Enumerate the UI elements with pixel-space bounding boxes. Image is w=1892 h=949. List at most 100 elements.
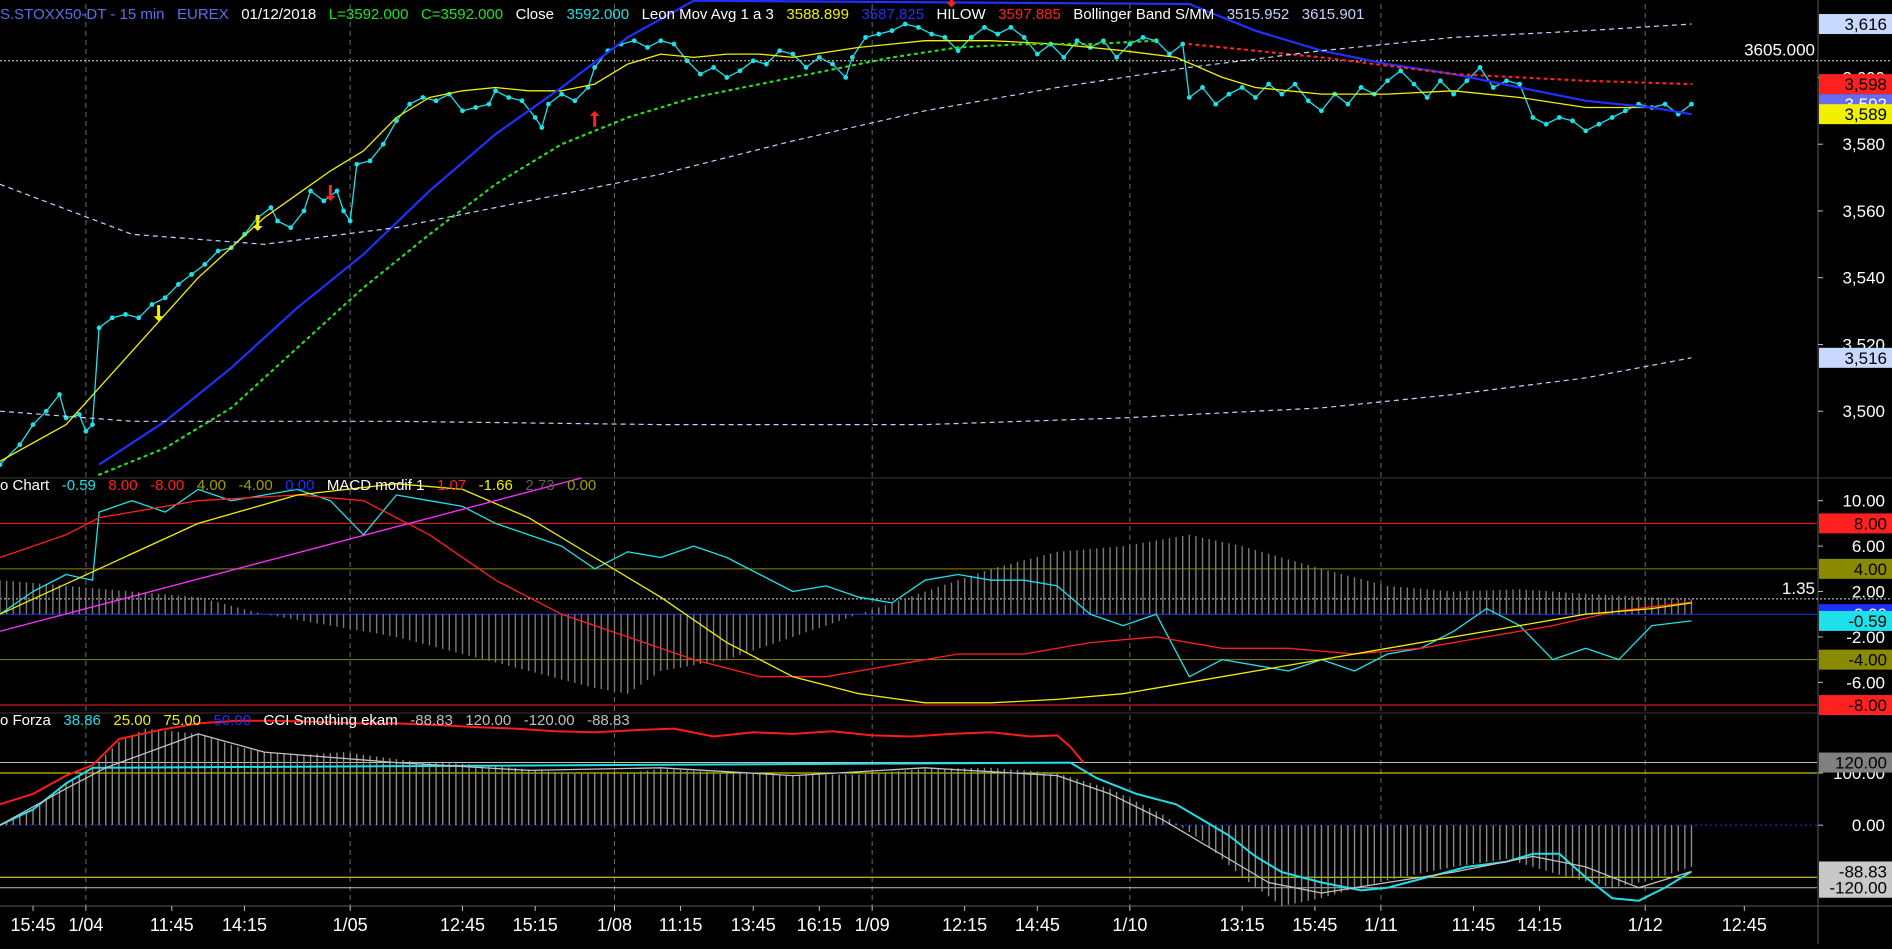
data-point [1008,24,1014,30]
data-point [902,21,908,27]
value-tag-bg [1819,610,1892,631]
legend-item: 75.00 [163,712,213,729]
data-point [334,188,340,194]
series-line [0,483,1692,704]
value-tag-label: 3,598 [1844,75,1887,94]
data-point [1451,91,1456,97]
data-point [519,98,525,104]
data-point [572,98,578,104]
data-point [1411,81,1417,87]
x-tick-label: 1/10 [1112,915,1147,935]
x-tick-label: 1/11 [1364,915,1398,935]
legend-item: 3588.899 [786,6,861,23]
data-point [136,315,142,321]
legend-item: Leon Mov Avg 1 a 3 [642,6,787,23]
series-trend_magenta [0,477,582,632]
value-axis-bg [1818,0,1892,944]
value-tag: 3,589 [1819,104,1892,125]
data-point [863,34,868,40]
legend-item: Close [516,6,567,23]
y-tick-label: 6.00 [1852,537,1885,556]
data-point [123,312,128,317]
data-point [1319,108,1324,114]
time-axis: 15:45 1/04 11:45 14:15 1/05 12:45 15:15 1/08 11:… [11,906,1767,935]
data-point [1530,115,1536,120]
data-point [1437,78,1443,84]
value-tag: 3,516 [1819,347,1892,368]
signal-arrow-up [589,110,600,127]
data-point [189,271,195,277]
legend-item: -4.00 [239,477,286,494]
x-tick-label: 11:15 [659,915,703,935]
data-point [1490,85,1496,90]
value-tag-label: 120.00 [1835,754,1887,773]
data-point [777,48,783,54]
series-bb_upper [0,23,1692,245]
data-point [1424,95,1430,100]
data-point [268,205,274,211]
legend-item: 01/12/2018 [241,6,329,23]
x-tick-label: 14:15 [222,915,267,935]
legend-item: 0.00 [285,477,327,494]
legend-item: 2.73 [525,477,567,494]
value-tag: -88.83 [1819,861,1892,882]
data-point [1609,115,1615,120]
value-tag-bg [1819,861,1892,882]
legend-item: 8.00 [108,477,150,494]
series-line [0,23,1692,466]
data-point [1556,115,1562,120]
x-tick-label: 1/08 [597,915,632,935]
legend-item: 3592.000 [566,6,641,23]
data-point [1061,55,1067,60]
data-point [1034,51,1040,57]
data-point [30,422,36,427]
legend-item: 38.86 [63,712,113,729]
data-point [843,75,849,80]
data-point [539,125,545,130]
x-tick-label: 12:15 [942,915,987,935]
value-tag-bg [1819,649,1892,670]
data-point [1570,118,1575,124]
x-tick-label: 1/12 [1628,915,1663,935]
data-point [301,208,307,214]
series-line [0,40,1692,462]
reference-line-label: 3605.000 [1744,41,1815,60]
data-point [215,248,221,254]
data-point [506,95,512,100]
data-point [1689,101,1694,107]
data-point [671,41,677,47]
data-point [711,65,716,70]
series-line [0,719,1085,806]
value-tag-bg [1819,695,1892,716]
legend-item: CCI Smothing ekam [264,712,411,729]
data-point [1385,78,1390,84]
value-tag-label: -4.00 [1848,651,1887,670]
series-line [0,357,1692,426]
value-tag-bg [1819,74,1892,95]
data-point [955,48,961,54]
panel-legend: o Chart -0.59 8.00 -8.00 4.00 -4.00 0.00… [0,477,596,494]
legend-item: -120.00 [524,712,587,729]
value-tag-label: -88.83 [1839,862,1887,881]
data-point [532,115,538,120]
data-point [347,218,353,224]
legend-item: L=3592.000 [329,6,421,23]
data-point [803,65,809,70]
x-tick-label: 13:45 [731,915,776,935]
data-point [493,88,498,94]
data-point [1662,101,1668,107]
data-point [724,75,730,80]
data-point [916,24,921,30]
data-point [486,101,492,107]
y-tick-label: 3,540 [1842,269,1885,288]
data-point [175,281,181,287]
data-point [394,118,399,124]
value-tag-bg [1819,347,1892,368]
data-point [546,101,551,107]
data-point [90,422,95,427]
value-tag: -4.00 [1819,649,1892,670]
value-tag: 4.00 [1819,558,1892,579]
legend-item: -8.00 [150,477,197,494]
data-point [76,412,82,417]
